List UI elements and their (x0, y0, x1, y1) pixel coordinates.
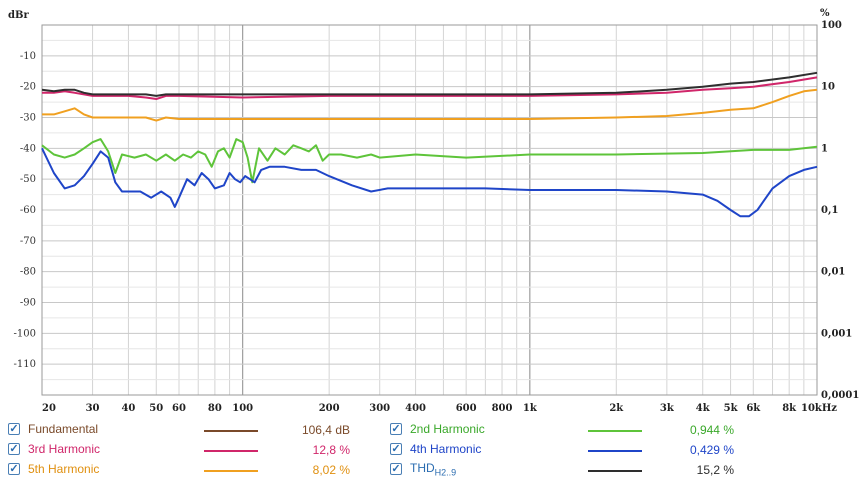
checkbox-fundamental[interactable] (8, 423, 20, 435)
x-tick-label: 800 (492, 403, 513, 414)
series-line-4th-harmonic (41, 147, 818, 218)
x-tick-label: 8k (782, 403, 797, 414)
series-line-thd-h2-9 (41, 71, 818, 97)
y-tick-label-right: 1 (821, 143, 828, 154)
legend-value-5th-harmonic: 8,02 % (312, 463, 350, 477)
y-tick-label-left: -50 (20, 174, 36, 185)
x-tick-label: 200 (319, 403, 340, 414)
legend-label-5th-harmonic: 5th Harmonic (28, 462, 100, 476)
series-line-2nd-harmonic (41, 138, 818, 184)
x-tick-label: 2k (609, 403, 624, 414)
x-tick-label: 3k (660, 403, 675, 414)
y-axis-left-label: dBr (8, 10, 29, 21)
chart-area: -10-20-30-40-50-60-70-80-90-100-11010010… (8, 8, 859, 414)
legend-value-4th-harmonic: 0,429 % (689, 443, 734, 457)
checkbox-5th-harmonic[interactable] (8, 463, 20, 475)
legend-label-3rd-harmonic: 3rd Harmonic (28, 442, 101, 456)
x-tick-label: 400 (405, 403, 426, 414)
y-tick-label-left: -90 (20, 298, 36, 309)
y-tick-label-right: 0,0001 (821, 390, 859, 401)
legend-swatch-fundamental (204, 430, 258, 432)
legend-swatch-5th-harmonic (204, 470, 258, 472)
legend-swatch-4th-harmonic (588, 450, 642, 452)
x-tick-label: 30 (86, 403, 100, 414)
x-tick-label: 4k (696, 403, 711, 414)
y-tick-label-left: -70 (20, 236, 36, 247)
y-tick-label-right: 0,01 (821, 267, 845, 278)
y-tick-label-left: -40 (20, 143, 36, 154)
x-tick-label: 1k (523, 403, 538, 414)
y-tick-label-left: -60 (20, 205, 36, 216)
legend-value-thd: 15,2 % (696, 463, 734, 477)
x-tick-label: 300 (369, 403, 390, 414)
series-layer (41, 71, 818, 218)
legend-item-3rd-harmonic[interactable]: 3rd Harmonic (8, 440, 100, 458)
checkbox-4th-harmonic[interactable] (390, 443, 402, 455)
x-tick-label: 50 (149, 403, 163, 414)
thd-label-text: THD (410, 460, 435, 475)
x-tick-label: 100 (232, 403, 253, 414)
tick-labels: -10-20-30-40-50-60-70-80-90-100-11010010… (14, 20, 859, 414)
legend-item-4th-harmonic[interactable]: 4th Harmonic (390, 440, 481, 458)
x-tick-label: 6k (746, 403, 761, 414)
legend-item-5th-harmonic[interactable]: 5th Harmonic (8, 460, 99, 478)
checkbox-3rd-harmonic[interactable] (8, 443, 20, 455)
legend-value-fundamental: 106,4 dB (301, 423, 350, 437)
legend-value-3rd-harmonic: 12,8 % (312, 443, 350, 457)
y-tick-label-left: -30 (20, 113, 36, 124)
x-tick-label: 40 (121, 403, 135, 414)
x-tick-label: 10kHz (801, 403, 837, 414)
y-tick-label-right: 10 (821, 82, 835, 93)
y-axis-right-label: % (820, 8, 830, 19)
legend-swatch-2nd-harmonic (588, 430, 642, 432)
legend-label-thd: THDH2..9 (410, 461, 456, 477)
y-tick-label-left: -80 (20, 267, 36, 278)
y-tick-label-right: 0,001 (821, 328, 852, 339)
legend-label-2nd-harmonic: 2nd Harmonic (410, 422, 485, 436)
y-tick-label-left: -20 (20, 82, 36, 93)
y-tick-label-left: -110 (14, 359, 36, 370)
checkbox-2nd-harmonic[interactable] (390, 423, 402, 435)
legend-item-2nd-harmonic[interactable]: 2nd Harmonic (390, 420, 485, 438)
x-tick-label: 80 (208, 403, 222, 414)
checkbox-thd[interactable] (390, 463, 402, 475)
legend-item-fundamental[interactable]: Fundamental (8, 420, 98, 438)
y-tick-label-left: -100 (14, 328, 36, 339)
y-tick-label-right: 0,1 (821, 205, 838, 216)
legend: Fundamental 106,4 dB 2nd Harmonic 0,944 … (0, 418, 859, 480)
legend-label-4th-harmonic: 4th Harmonic (410, 442, 482, 456)
series-line-5th-harmonic (42, 88, 818, 122)
legend-label-fundamental: Fundamental (28, 422, 99, 436)
legend-value-2nd-harmonic: 0,944 % (689, 423, 734, 437)
legend-swatch-3rd-harmonic (204, 450, 258, 452)
legend-item-thd[interactable]: THDH2..9 (390, 460, 456, 478)
x-tick-label: 600 (456, 403, 477, 414)
grid (41, 24, 818, 396)
x-tick-label: 60 (172, 403, 186, 414)
x-tick-label: 20 (42, 403, 56, 414)
series-line-3rd-harmonic (42, 76, 818, 100)
x-tick-label: 5k (724, 403, 739, 414)
y-tick-label-left: -10 (20, 51, 36, 62)
y-tick-label-right: 100 (821, 20, 842, 31)
plot-frame (41, 24, 818, 396)
legend-swatch-thd (588, 470, 642, 472)
thd-label-subscript: H2..9 (434, 467, 457, 478)
